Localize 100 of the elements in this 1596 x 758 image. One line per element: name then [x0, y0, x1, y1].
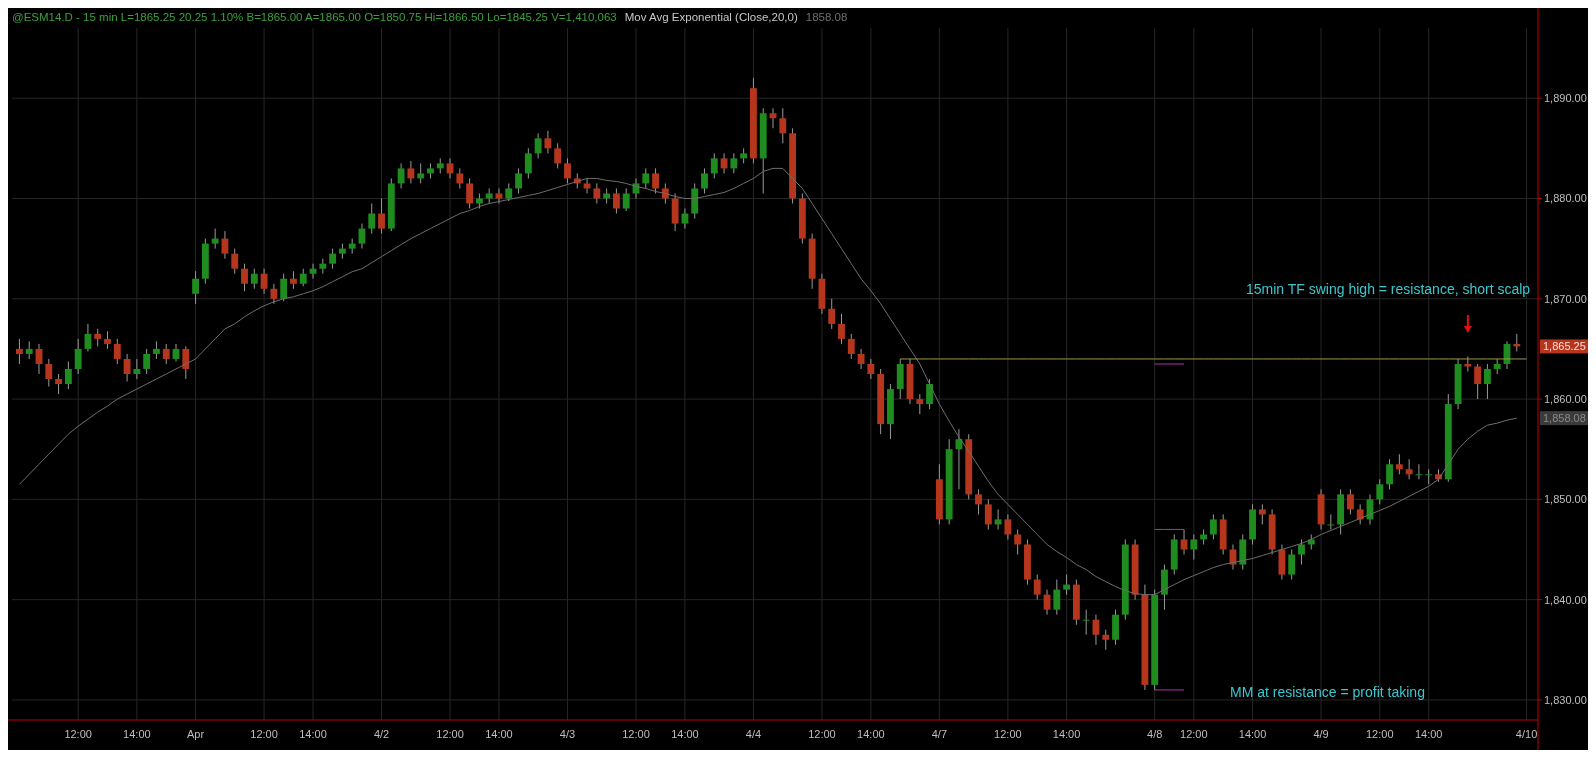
candlestick: [123, 353, 131, 383]
candlestick: [16, 338, 23, 365]
candlestick: [926, 378, 934, 410]
candlestick: [1395, 453, 1403, 475]
candlestick: [1298, 538, 1305, 566]
candlestick: [466, 177, 474, 210]
candlestick: [250, 268, 258, 290]
candlestick: [1415, 463, 1423, 480]
candlestick: [1053, 579, 1061, 616]
text: 1858.08: [805, 11, 848, 23]
candlestick: [612, 187, 620, 215]
candlestick: [1180, 528, 1188, 556]
candlestick: [378, 197, 385, 235]
candlestick: [1327, 513, 1335, 530]
candlestick: [564, 157, 571, 184]
candlestick: [710, 152, 718, 179]
candlestick: [280, 273, 288, 302]
annotation: 15min TF swing high = resistance, short scalp: [1246, 281, 1531, 297]
candlestick: [1288, 549, 1296, 581]
y-tick-label: 1,830.00: [1544, 693, 1587, 706]
candlestick: [1474, 363, 1482, 400]
candlestick: [329, 248, 337, 270]
x-tick-label: 14:00: [1414, 728, 1443, 740]
candlestick: [162, 343, 170, 365]
candlestick: [270, 283, 278, 305]
x-tick-label: Apr: [187, 728, 205, 740]
x-tick-label: 4/3: [559, 728, 576, 740]
candlestick: [407, 160, 415, 184]
x-tick-label: 14:00: [299, 728, 327, 740]
candlestick: [730, 152, 738, 174]
x-tick-label: 12:00: [622, 728, 650, 740]
x-tick-label: 14:00: [123, 728, 151, 740]
candlestick: [642, 167, 650, 189]
candlestick: [55, 373, 62, 395]
x-tick-label: 12:00: [1180, 728, 1208, 740]
candlestick: [847, 333, 855, 360]
candlestick: [544, 130, 552, 154]
x-tick-label: 14:00: [857, 728, 885, 740]
candlestick: [211, 228, 219, 250]
y-tick-label: 1,860.00: [1544, 392, 1587, 405]
candlestick: [417, 162, 425, 184]
x-tick-label: 14:00: [671, 728, 699, 740]
candlestick: [1425, 468, 1433, 485]
x-tick-label: 4/10: [1515, 728, 1538, 740]
y-tick-label: 1,850.00: [1544, 493, 1587, 506]
candlestick: [779, 107, 787, 144]
x-tick-label: 12:00: [808, 728, 836, 740]
candlestick: [456, 167, 464, 189]
x-tick-label: 4/9: [1313, 728, 1329, 740]
candlestick: [515, 167, 522, 194]
x-tick-label: 14:00: [1238, 728, 1267, 740]
candlestick: [231, 248, 239, 275]
x-tick-label: 14:00: [485, 728, 513, 740]
candlestick: [74, 338, 82, 375]
x-tick-label: 12:00: [64, 728, 92, 740]
candlestick: [622, 187, 630, 212]
candlestick: [113, 338, 121, 365]
x-tick-label: 12:00: [436, 728, 464, 740]
candlestick: [1376, 478, 1384, 505]
candlestick: [1102, 629, 1110, 651]
candlestick: [1405, 458, 1413, 480]
y-tick-label: 1,870.00: [1544, 292, 1587, 305]
candlestick: [64, 360, 72, 390]
candlestick: [45, 358, 53, 388]
candlestick: [1386, 458, 1393, 490]
candlestick: [241, 263, 248, 292]
candlestick: [838, 313, 845, 345]
x-tick-label: 14:00: [1052, 728, 1081, 740]
text: Mov Avg Exponential (Close,20,0): [624, 11, 798, 23]
text: 1,858.08: [1543, 411, 1586, 424]
candlestick: [182, 345, 190, 380]
y-tick-label: 1,840.00: [1544, 593, 1587, 606]
candlestick: [1063, 574, 1071, 596]
candlestick: [681, 208, 689, 230]
candlestick: [984, 498, 992, 530]
x-tick-label: 4/7: [931, 728, 948, 740]
candlestick: [828, 298, 836, 330]
x-tick-label: 12:00: [994, 728, 1022, 740]
candlestick: [192, 270, 200, 305]
candlestick: [975, 488, 982, 515]
y-tick-label: 1,880.00: [1544, 192, 1587, 205]
candlestick: [1004, 513, 1012, 540]
candlestick: [1190, 533, 1198, 561]
candlestick: [260, 268, 268, 295]
candlestick: [133, 358, 141, 380]
y-tick-label: 1,890.00: [1544, 92, 1587, 105]
candlestick: [368, 203, 376, 235]
candlestick: [534, 132, 542, 159]
x-tick-label: 12:00: [250, 728, 278, 740]
candlestick: [1033, 574, 1041, 601]
x-tick-label: 4/8: [1147, 728, 1163, 740]
text: 1,865.25: [1543, 340, 1586, 353]
candlestick: [916, 393, 924, 415]
candlestick: [1258, 503, 1266, 525]
candlestick: [1014, 528, 1022, 556]
chart-title: @ESM14.D - 15 min L=1865.25 20.25 1.10% B=1865.00 A=1865.00 O=1850.75 Hi=1866.50 Lo=1845.25 V=1,410,063: [12, 11, 617, 23]
x-tick-label: 4/2: [373, 728, 390, 740]
annotation: MM at resistance = profit taking: [1230, 684, 1425, 700]
x-tick-label: 12:00: [1366, 728, 1394, 740]
candlestick: [397, 162, 405, 189]
